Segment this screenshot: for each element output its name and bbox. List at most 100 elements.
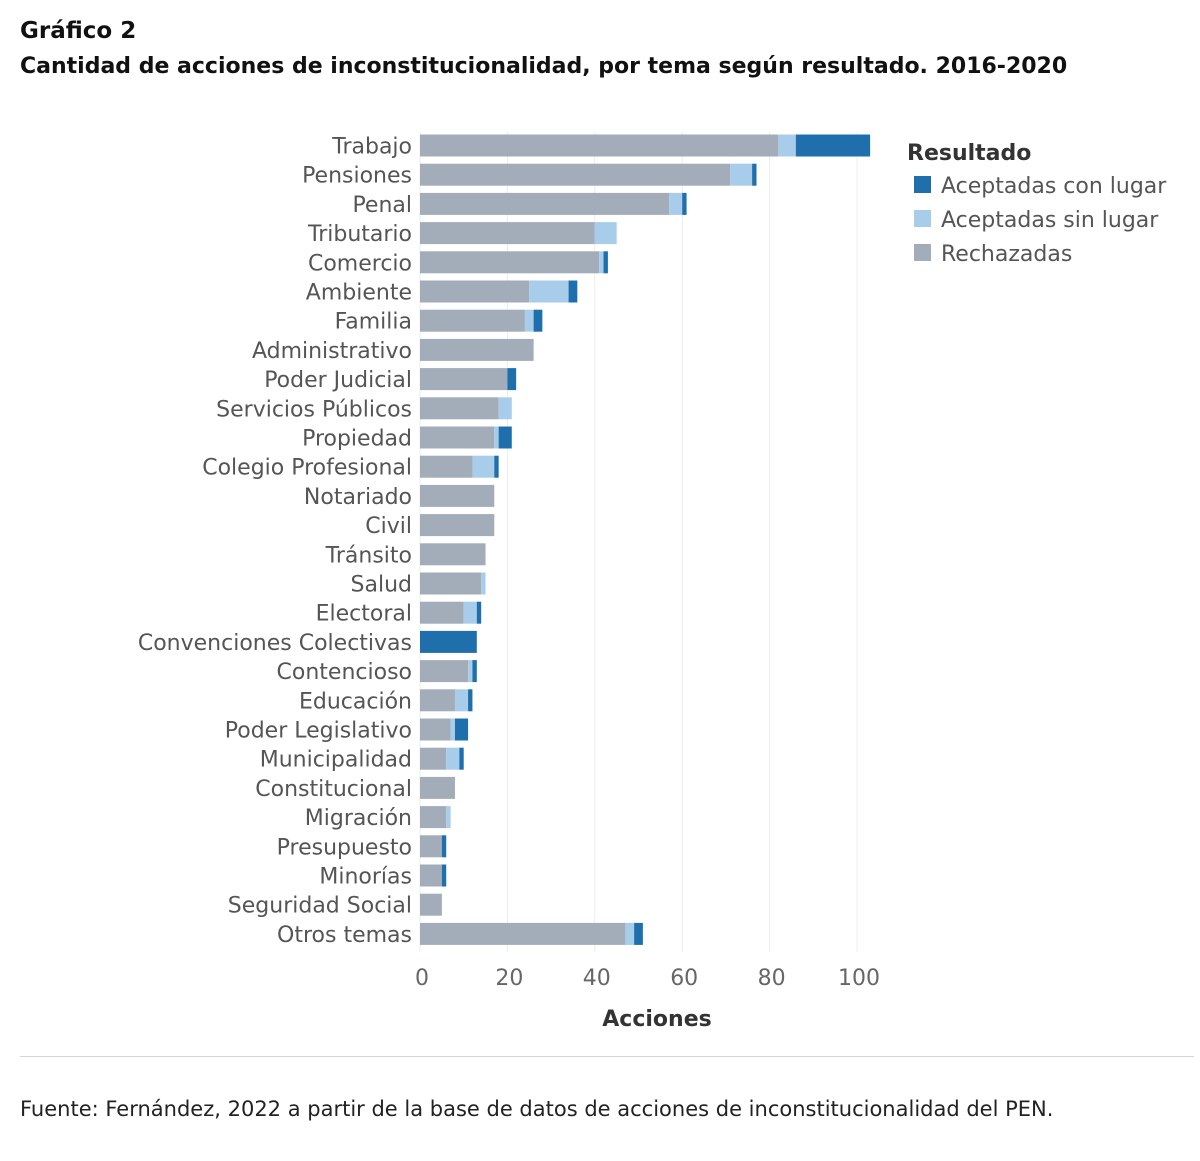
category-label: Poder Legislativo bbox=[225, 719, 412, 744]
bar-segment bbox=[420, 251, 600, 274]
x-tick-label: 100 bbox=[838, 966, 880, 991]
bar-segment bbox=[420, 514, 495, 537]
bar-segment bbox=[507, 368, 517, 391]
category-label: Educación bbox=[299, 689, 412, 714]
bar-segment bbox=[476, 601, 482, 624]
bar-segment bbox=[420, 864, 442, 887]
bar-segment bbox=[446, 747, 460, 770]
bar-segment bbox=[533, 309, 543, 332]
category-label: Otros temas bbox=[277, 923, 412, 948]
stacked-bar-chart: Trabajo Pensiones Penal Tributario Comercio A… bbox=[138, 132, 1167, 1032]
bar-segment bbox=[441, 864, 447, 887]
bar-segment bbox=[481, 572, 486, 595]
category-label: Familia bbox=[335, 310, 412, 335]
bar-segment bbox=[446, 806, 451, 829]
bar-segment bbox=[599, 251, 604, 274]
category-label: Propiedad bbox=[302, 427, 412, 452]
category-label: Trabajo bbox=[331, 135, 412, 160]
category-label: Salud bbox=[351, 573, 412, 598]
bar-segment bbox=[420, 543, 486, 566]
chart-bars bbox=[420, 134, 871, 945]
bar-segment bbox=[529, 280, 569, 303]
bar-segment bbox=[454, 718, 469, 741]
category-label: Seguridad Social bbox=[228, 894, 412, 919]
bar-segment bbox=[420, 192, 670, 215]
legend-item-label: Aceptadas sin lugar bbox=[941, 208, 1159, 233]
bar-segment bbox=[498, 397, 512, 420]
bar-segment bbox=[420, 747, 447, 770]
bar-segment bbox=[625, 922, 635, 945]
chart-legend: Resultado Aceptadas con lugar Aceptadas si… bbox=[907, 141, 1167, 267]
category-label: Ambiente bbox=[306, 281, 412, 306]
bar-segment bbox=[420, 630, 477, 653]
bar-segment bbox=[420, 572, 482, 595]
bar-segment bbox=[463, 601, 477, 624]
category-label: Administrativo bbox=[252, 339, 412, 364]
bar-segment bbox=[420, 280, 530, 303]
category-label: Tributario bbox=[307, 222, 412, 247]
category-label: Migración bbox=[305, 806, 412, 831]
chart-title: Cantidad de acciones de inconstitucional… bbox=[20, 54, 1068, 79]
bar-segment bbox=[472, 660, 477, 683]
bar-segment bbox=[420, 806, 447, 829]
legend-swatch bbox=[914, 244, 931, 261]
figure-label: Gráfico 2 bbox=[20, 18, 137, 44]
category-label: Comercio bbox=[308, 251, 412, 276]
bar-segment bbox=[420, 776, 455, 799]
bar-segment bbox=[420, 222, 595, 245]
bar-segment bbox=[420, 601, 464, 624]
x-tick-label: 20 bbox=[495, 966, 523, 991]
category-labels: Trabajo Pensiones Penal Tributario Comercio A… bbox=[138, 135, 412, 948]
bar-segment bbox=[459, 747, 464, 770]
bar-segment bbox=[468, 660, 473, 683]
bar-segment bbox=[420, 484, 495, 507]
bar-segment bbox=[752, 163, 757, 186]
legend-title: Resultado bbox=[907, 141, 1031, 166]
bar-segment bbox=[634, 922, 643, 945]
bar-segment bbox=[795, 134, 871, 157]
category-label: Servicios Públicos bbox=[216, 397, 412, 422]
bar-segment bbox=[682, 192, 687, 215]
legend-swatch bbox=[914, 176, 931, 193]
bar-segment bbox=[420, 455, 473, 478]
bar-segment bbox=[524, 309, 534, 332]
bar-segment bbox=[420, 163, 731, 186]
bar-segment bbox=[420, 660, 469, 683]
x-tick-label: 0 bbox=[415, 966, 429, 991]
bar-segment bbox=[568, 280, 578, 303]
category-label: Civil bbox=[365, 514, 412, 539]
bar-segment bbox=[468, 689, 473, 712]
category-label: Pensiones bbox=[302, 164, 412, 189]
category-label: Presupuesto bbox=[277, 835, 412, 860]
category-label: Contencioso bbox=[277, 660, 412, 685]
source-note: Fuente: Fernández, 2022 a partir de la b… bbox=[20, 1097, 1054, 1121]
bar-segment bbox=[494, 455, 499, 478]
category-label: Electoral bbox=[316, 602, 412, 627]
bar-segment bbox=[603, 251, 608, 274]
x-tick-label: 60 bbox=[670, 966, 698, 991]
bar-segment bbox=[420, 309, 525, 332]
category-label: Minorías bbox=[319, 865, 412, 890]
bar-segment bbox=[420, 689, 455, 712]
bar-segment bbox=[778, 134, 796, 157]
bar-segment bbox=[420, 426, 495, 449]
bar-segment bbox=[730, 163, 753, 186]
category-label: Municipalidad bbox=[260, 748, 412, 773]
bar-segment bbox=[454, 689, 469, 712]
bar-segment bbox=[441, 835, 447, 858]
bar-segment bbox=[420, 397, 499, 420]
bar-segment bbox=[420, 922, 626, 945]
legend-item-label: Rechazadas bbox=[941, 242, 1072, 267]
x-axis-label: Acciones bbox=[602, 1007, 711, 1032]
category-label: Tránsito bbox=[325, 543, 412, 568]
x-axis-ticks: 0 20 40 60 80 100 bbox=[415, 966, 880, 991]
legend-swatch bbox=[914, 210, 931, 227]
bar-segment bbox=[669, 192, 683, 215]
bar-segment bbox=[594, 222, 617, 245]
category-label: Notariado bbox=[304, 485, 412, 510]
bar-segment bbox=[498, 426, 512, 449]
chart-header: Gráfico 2 Cantidad de acciones de incons… bbox=[20, 18, 1067, 79]
x-tick-label: 80 bbox=[758, 966, 786, 991]
x-tick-label: 40 bbox=[583, 966, 611, 991]
category-label: Colegio Profesional bbox=[202, 456, 412, 481]
